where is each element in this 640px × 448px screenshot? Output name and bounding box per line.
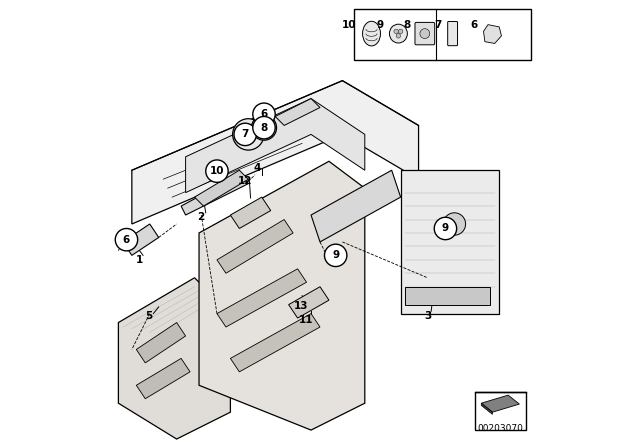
Text: 1: 1 <box>136 255 143 265</box>
Text: 00203070: 00203070 <box>477 424 523 433</box>
Circle shape <box>398 29 403 34</box>
Text: 9: 9 <box>442 224 449 233</box>
Circle shape <box>396 34 401 38</box>
Polygon shape <box>136 323 186 363</box>
Polygon shape <box>311 170 401 242</box>
Text: 9: 9 <box>376 20 383 30</box>
Polygon shape <box>405 287 490 305</box>
Polygon shape <box>118 278 230 439</box>
Polygon shape <box>186 99 365 193</box>
Text: 6: 6 <box>260 109 268 119</box>
Text: 13: 13 <box>294 301 308 310</box>
Text: 10: 10 <box>210 166 224 176</box>
Text: 10: 10 <box>342 20 356 30</box>
Polygon shape <box>199 161 365 430</box>
Polygon shape <box>275 99 320 125</box>
Circle shape <box>252 115 276 140</box>
Ellipse shape <box>420 29 430 39</box>
Circle shape <box>394 29 398 34</box>
Text: 7: 7 <box>241 129 249 139</box>
Text: 4: 4 <box>253 163 261 173</box>
Text: 6: 6 <box>123 235 130 245</box>
Circle shape <box>253 103 275 125</box>
Text: 11: 11 <box>300 315 314 325</box>
Polygon shape <box>481 395 520 412</box>
Text: 5: 5 <box>145 311 152 321</box>
Circle shape <box>444 213 466 235</box>
Text: 8: 8 <box>403 20 410 30</box>
FancyBboxPatch shape <box>448 22 458 46</box>
Text: 8: 8 <box>260 123 268 133</box>
Polygon shape <box>217 269 307 327</box>
Circle shape <box>435 217 457 240</box>
Text: 3: 3 <box>424 311 431 321</box>
Polygon shape <box>195 170 248 206</box>
Polygon shape <box>123 224 159 255</box>
Polygon shape <box>181 175 248 215</box>
Circle shape <box>234 123 257 146</box>
Text: 12: 12 <box>237 177 252 186</box>
Circle shape <box>253 116 275 139</box>
Text: 6: 6 <box>470 20 477 30</box>
Ellipse shape <box>362 21 380 46</box>
Polygon shape <box>289 287 329 318</box>
Polygon shape <box>217 220 293 273</box>
Polygon shape <box>230 314 320 372</box>
Text: 7: 7 <box>435 20 442 30</box>
Polygon shape <box>230 197 271 228</box>
Polygon shape <box>481 403 493 414</box>
FancyBboxPatch shape <box>415 22 435 45</box>
Text: 2: 2 <box>196 212 204 222</box>
Circle shape <box>115 228 138 251</box>
Polygon shape <box>132 81 419 224</box>
Text: 9: 9 <box>332 250 339 260</box>
Polygon shape <box>484 25 502 43</box>
Ellipse shape <box>390 24 408 43</box>
Circle shape <box>233 119 264 150</box>
Circle shape <box>324 244 347 267</box>
Polygon shape <box>136 358 190 399</box>
Polygon shape <box>401 170 499 314</box>
Circle shape <box>206 160 228 182</box>
